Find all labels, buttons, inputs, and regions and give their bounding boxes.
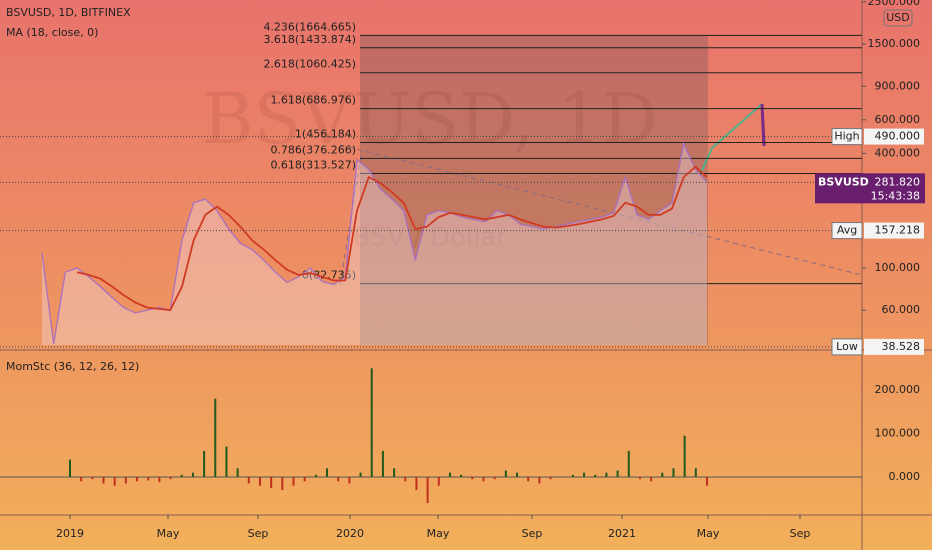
time-label: Sep (248, 527, 269, 540)
fib-zone (360, 35, 708, 345)
indicator-title: MA (18, close, 0) (6, 26, 98, 39)
fib-label: 0.618(313.527) (270, 158, 356, 171)
momentum-tick-label: 200.000 (875, 383, 921, 396)
time-label: 2019 (56, 527, 84, 540)
currency-badge (883, 9, 913, 27)
tag-price-box (864, 222, 924, 239)
last-box (815, 173, 925, 204)
price-area (42, 143, 707, 345)
price-tick-label: 400.000 (875, 146, 921, 159)
tag-price: 157.218 (875, 224, 921, 237)
fib-label: 2.618(1060.425) (263, 58, 356, 71)
price-tick-label: 900.000 (875, 79, 921, 92)
price-tick-label: 60.000 (882, 303, 921, 316)
momentum-title: MomStc (36, 12, 26, 12) (6, 360, 139, 373)
tag-price: 38.528 (882, 340, 921, 353)
ma-line (76, 165, 708, 312)
watermark: BSVUSD, 1D (202, 78, 658, 160)
time-label: Sep (790, 527, 811, 540)
fib-label: 1(456.184) (295, 127, 356, 140)
countdown: 15:43:38 (871, 189, 920, 202)
tag-price-box (864, 128, 924, 145)
fib-label: 1.618(686.976) (270, 94, 356, 107)
time-label: Sep (522, 527, 543, 540)
projection-arrow (760, 103, 766, 147)
time-label: May (427, 527, 450, 540)
time-label: 2020 (336, 527, 364, 540)
tag-name: Avg (837, 224, 857, 237)
price-tick-label: 2500.000 (868, 0, 921, 8)
last-name: BSVUSD (818, 175, 869, 188)
time-label: 2021 (608, 527, 636, 540)
momentum-tick-label: 0.000 (889, 470, 921, 483)
tag-box (831, 338, 863, 356)
projection-arrow (699, 103, 763, 176)
time-label: May (697, 527, 720, 540)
currency: USD (886, 11, 910, 24)
symbol-title: BSVUSD, 1D, BITFINEX (6, 6, 131, 19)
time-label: May (157, 527, 180, 540)
tag-box (831, 222, 863, 240)
watermark-sub: BSV / Dollar (353, 223, 507, 253)
tag-price-box (864, 338, 924, 355)
price-tick-label: 600.000 (875, 113, 921, 126)
trend-line (339, 149, 363, 286)
momentum-tick-label: 100.000 (875, 427, 921, 440)
last-price: 281.820 (875, 175, 921, 188)
fib-label: 0.786(376.266) (270, 143, 356, 156)
tag-name: High (834, 130, 859, 143)
tag-box (831, 128, 863, 146)
price-tick-label: 1500.000 (868, 37, 921, 50)
tag-price: 490.000 (875, 130, 921, 143)
tag-name: Low (836, 340, 858, 353)
fib-label: 3.618(1433.874) (263, 33, 356, 46)
fib-label: 4.236(1664.665) (263, 20, 356, 33)
price-tick-label: 100.000 (875, 261, 921, 274)
